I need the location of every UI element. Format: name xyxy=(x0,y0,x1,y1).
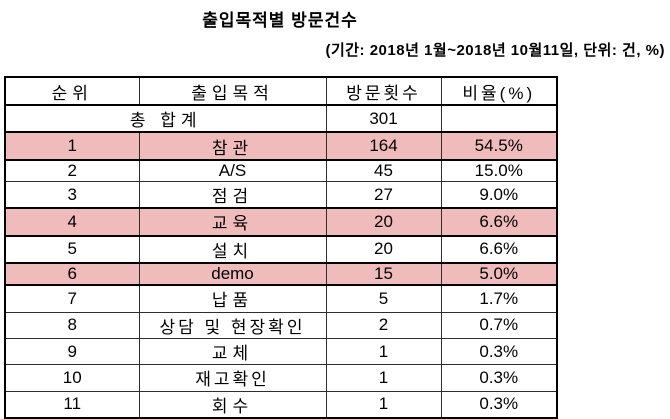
table-row: 10 재고확인 1 0.3% xyxy=(4,364,558,392)
table-row: 1 참관 164 54.5% xyxy=(4,131,558,161)
rank-cell: 8 xyxy=(4,311,140,339)
ratio-cell: 0.3% xyxy=(440,337,558,366)
visits-cell: 1 xyxy=(325,337,442,366)
visits-cell: 1 xyxy=(325,390,442,419)
purpose-cell: A/S xyxy=(138,159,327,182)
purpose-cell: 납품 xyxy=(138,284,327,313)
purpose-cell: 교체 xyxy=(138,337,327,366)
purpose-cell: 재고확인 xyxy=(138,364,327,392)
rank-cell: 10 xyxy=(4,364,140,392)
visits-cell: 20 xyxy=(325,207,442,237)
rank-cell: 9 xyxy=(4,337,140,366)
purpose-cell: 설치 xyxy=(138,235,327,264)
col-header-visits: 방문횟수 xyxy=(325,76,442,106)
rank-cell: 5 xyxy=(4,235,140,264)
total-row: 총 합계 301 xyxy=(4,104,558,133)
purpose-cell: 회수 xyxy=(138,390,327,419)
ratio-cell: 6.6% xyxy=(440,235,558,264)
rank-cell: 6 xyxy=(4,261,140,287)
rank-cell: 1 xyxy=(4,131,140,161)
total-visits: 301 xyxy=(325,104,442,133)
visits-cell: 27 xyxy=(325,180,442,209)
ratio-cell: 5.0% xyxy=(440,261,558,287)
rank-cell: 7 xyxy=(4,284,140,313)
rank-cell: 11 xyxy=(4,390,140,419)
visits-cell: 5 xyxy=(325,284,442,313)
purpose-cell: 점검 xyxy=(138,180,327,209)
ratio-cell: 0.7% xyxy=(440,311,558,339)
purpose-cell: 참관 xyxy=(138,131,327,161)
header-row: 순위 출입목적 방문횟수 비율(%) xyxy=(4,76,558,106)
visits-cell: 2 xyxy=(325,311,442,339)
table-row: 6 demo 15 5.0% xyxy=(4,261,558,287)
total-label: 총 합계 xyxy=(4,104,327,133)
ratio-cell: 0.3% xyxy=(440,390,558,419)
visits-cell: 1 xyxy=(325,364,442,392)
purpose-cell: 교육 xyxy=(138,207,327,237)
page-title: 출입목적별 방문건수 xyxy=(202,11,358,30)
rank-cell: 2 xyxy=(4,159,140,182)
table-row: 4 교육 20 6.6% xyxy=(4,207,558,237)
table-row: 3 점검 27 9.0% xyxy=(4,180,558,209)
visit-count-table: 순위 출입목적 방문횟수 비율(%) 총 합계 301 1 참관 164 54.… xyxy=(4,76,558,419)
table-row: 8 상담 및 현장확인 2 0.7% xyxy=(4,311,558,339)
visits-cell: 15 xyxy=(325,261,442,287)
ratio-cell: 9.0% xyxy=(440,180,558,209)
visits-cell: 45 xyxy=(325,159,442,182)
period-unit-note: (기간: 2018년 1월~2018년 10월11일, 단위: 건, %) xyxy=(325,42,665,59)
ratio-cell: 0.3% xyxy=(440,364,558,392)
rank-cell: 3 xyxy=(4,180,140,209)
visits-cell: 20 xyxy=(325,235,442,264)
ratio-cell: 15.0% xyxy=(440,159,558,182)
table-row: 11 회수 1 0.3% xyxy=(4,390,558,419)
col-header-ratio: 비율(%) xyxy=(440,76,558,106)
ratio-cell: 1.7% xyxy=(440,284,558,313)
rank-cell: 4 xyxy=(4,207,140,237)
col-header-purpose: 출입목적 xyxy=(138,76,327,106)
table-row: 7 납품 5 1.7% xyxy=(4,284,558,313)
ratio-cell: 54.5% xyxy=(440,131,558,161)
visits-cell: 164 xyxy=(325,131,442,161)
ratio-cell: 6.6% xyxy=(440,207,558,237)
purpose-cell: demo xyxy=(138,261,327,287)
table-row: 2 A/S 45 15.0% xyxy=(4,159,558,182)
total-ratio xyxy=(440,104,558,133)
purpose-cell: 상담 및 현장확인 xyxy=(138,311,327,339)
table-row: 9 교체 1 0.3% xyxy=(4,337,558,366)
col-header-rank: 순위 xyxy=(4,76,140,106)
table-row: 5 설치 20 6.6% xyxy=(4,235,558,264)
